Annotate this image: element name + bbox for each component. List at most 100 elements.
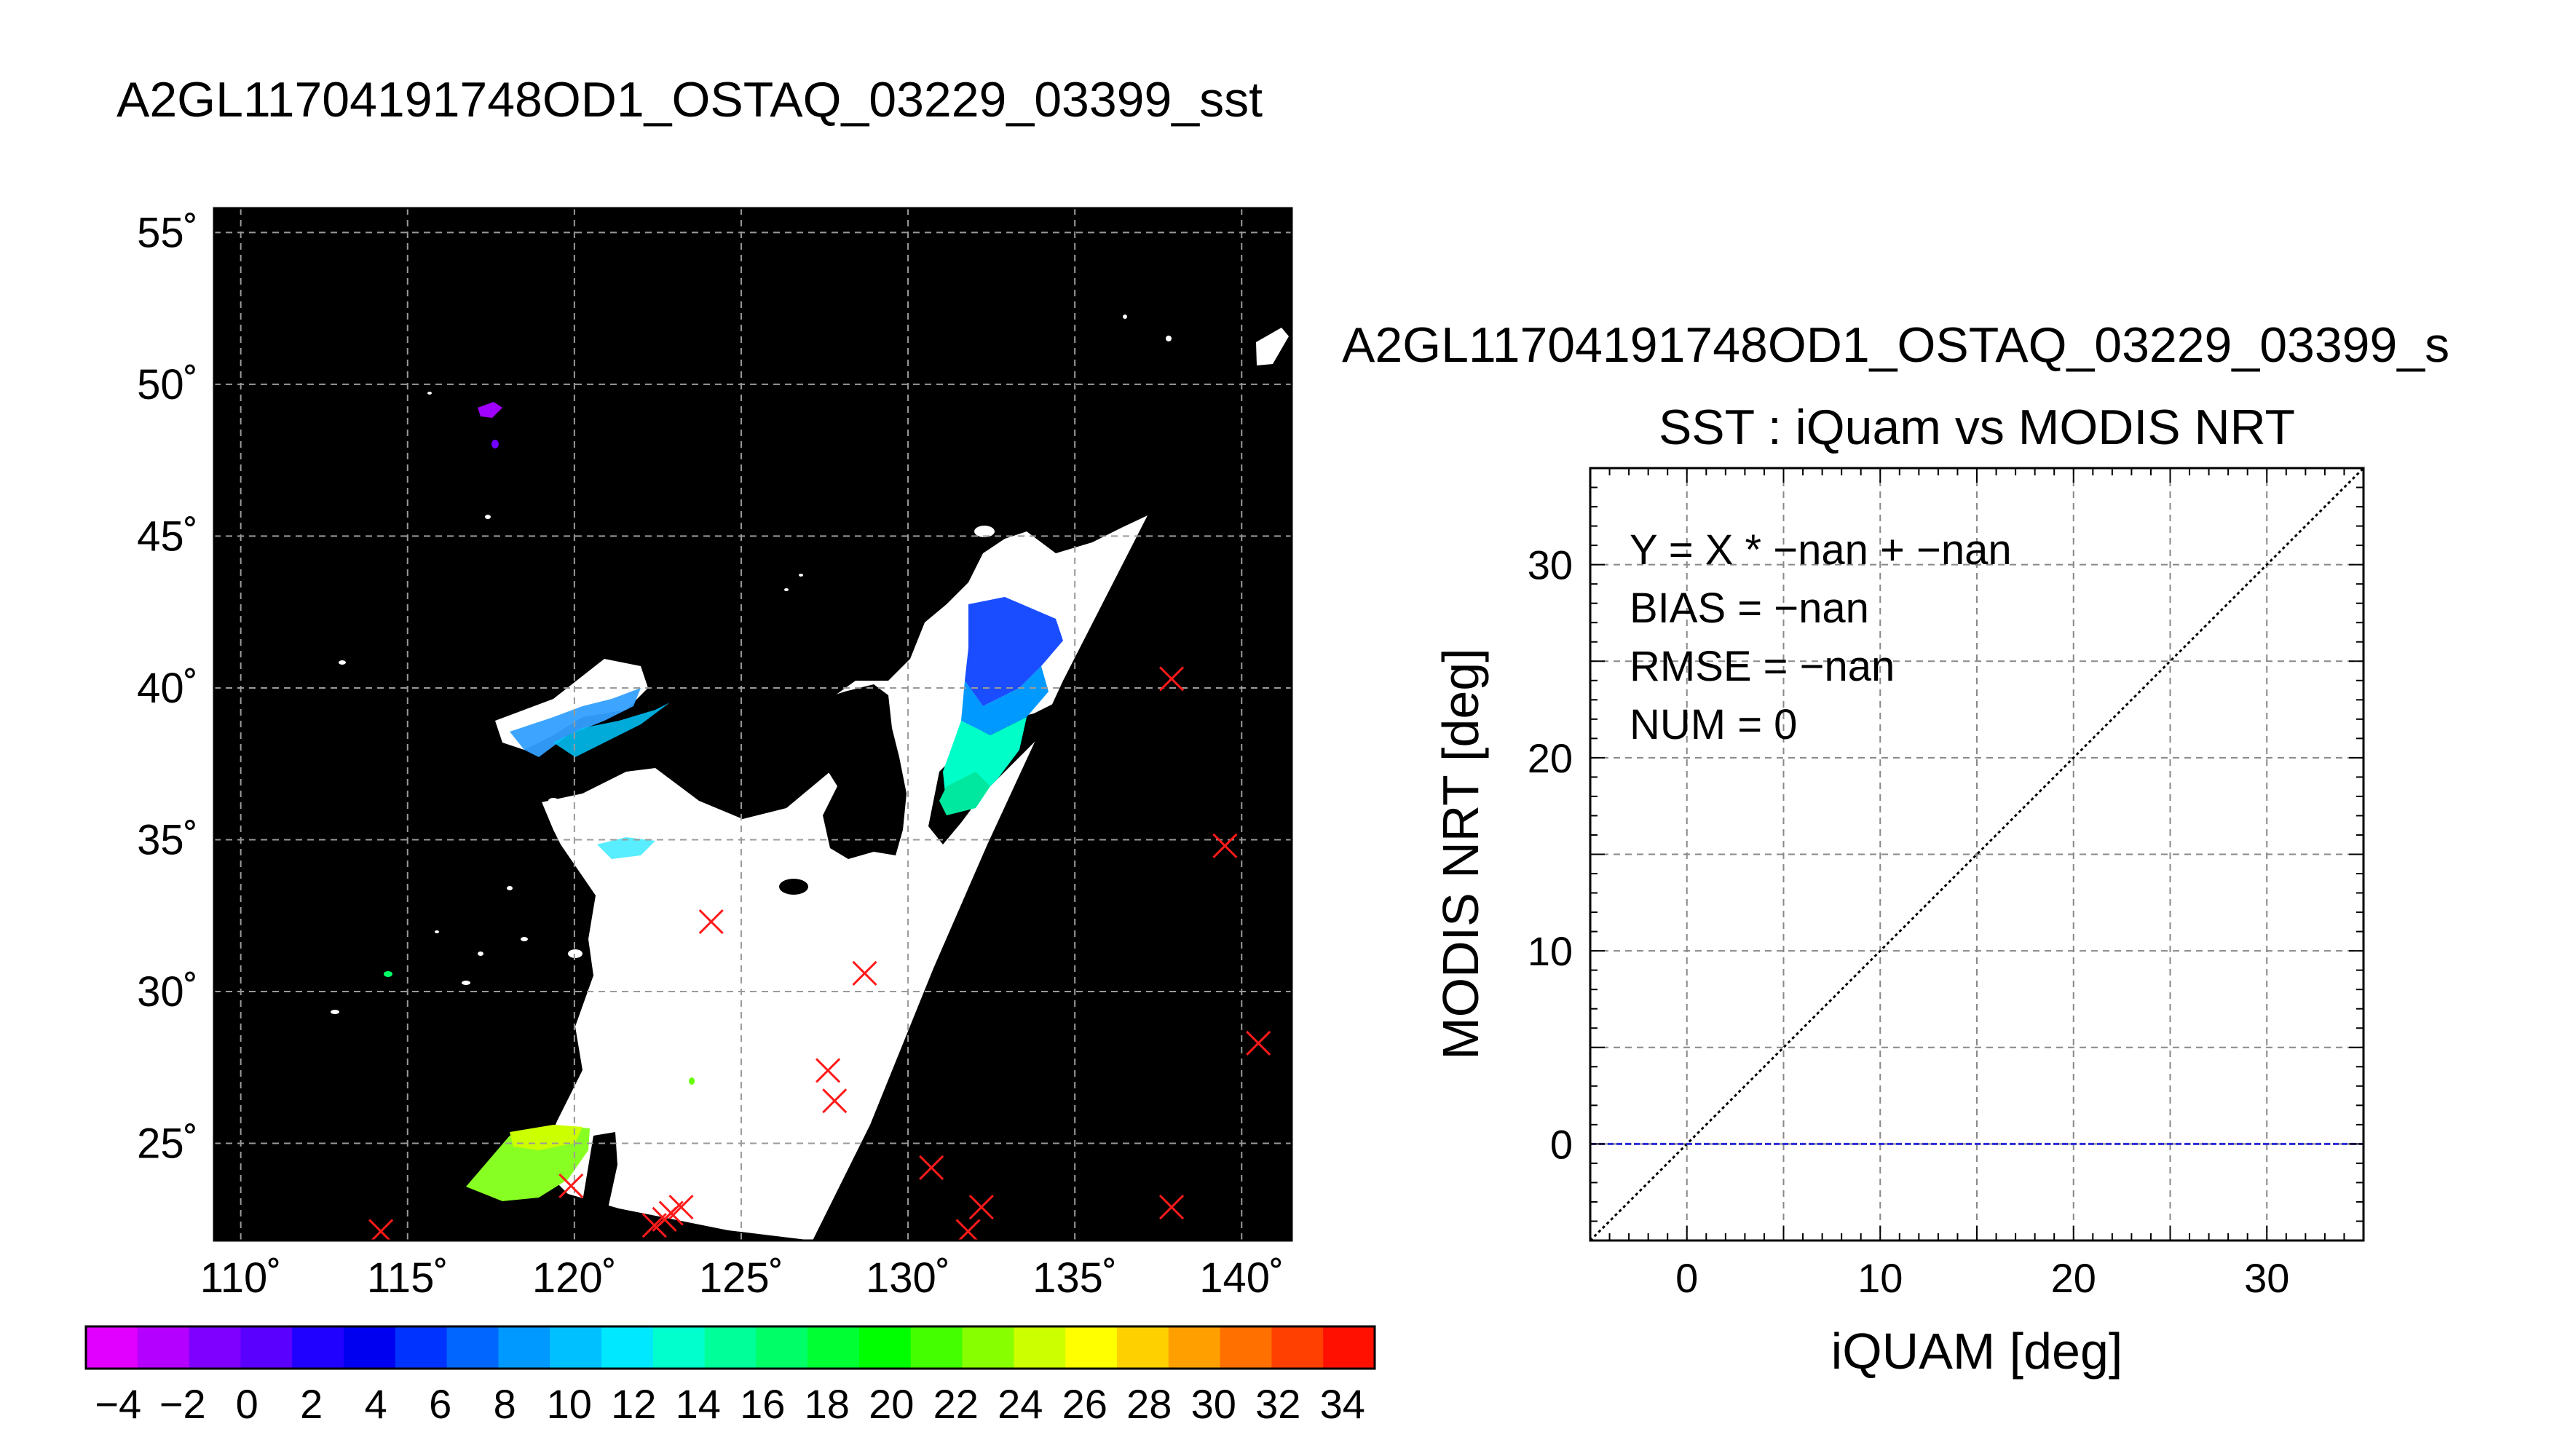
- colorbar-cell: [395, 1326, 448, 1369]
- colorbar-cell: [498, 1326, 550, 1369]
- lat-tick-label: 55˚: [137, 209, 198, 256]
- map-panel: 110˚ 115˚ 120˚ 125˚ 130˚ 135˚ 140˚ 25˚ 30˚ 35˚ 40…: [137, 207, 1293, 1302]
- colorbar-cell: [550, 1326, 602, 1369]
- lon-tick-label: 135˚: [1032, 1254, 1117, 1302]
- colorbar-cell: [704, 1326, 757, 1369]
- colorbar-tick-label: 28: [1126, 1381, 1172, 1427]
- colorbar-cell: [292, 1326, 344, 1369]
- colorbar-cell: [859, 1326, 912, 1369]
- x-axis-label: iQUAM [deg]: [1831, 1323, 2123, 1380]
- colorbar-tick-label: 18: [805, 1381, 850, 1427]
- lon-tick-label: 115˚: [367, 1254, 449, 1302]
- y-tick-label: 10: [1528, 928, 1573, 974]
- buoy-marker: [368, 1219, 394, 1241]
- buoy-marker-stroke: [1246, 1030, 1271, 1056]
- colorbar-tick-label: 24: [998, 1381, 1043, 1427]
- stats-annotation: RMSE = −nan: [1630, 643, 1895, 690]
- colorbar-tick-label: 32: [1255, 1381, 1300, 1427]
- purple-specks: [478, 402, 502, 448]
- colorbar-cell: [1168, 1326, 1221, 1369]
- colorbar-tick-label: 6: [429, 1381, 451, 1427]
- white-specks: [331, 314, 1289, 1014]
- bohai-sst-2: [553, 703, 670, 757]
- scatter-x-tick-labels: 0 10 20 30: [1675, 1255, 2289, 1301]
- scatter-grid: [1590, 468, 2364, 1241]
- buoy-marker-stroke: [816, 1058, 841, 1083]
- colorbar-cell: [652, 1326, 706, 1369]
- buoy-marker: [955, 1219, 981, 1241]
- scatter-header: A2GL11704191748OD1_OSTAQ_03229_03399_s: [1342, 317, 2449, 373]
- map-markers: [368, 666, 1271, 1241]
- colorbar-cell: [1117, 1326, 1169, 1369]
- lon-tick-label: 110˚: [200, 1254, 282, 1302]
- lat-tick-label: 50˚: [137, 361, 198, 408]
- buoy-marker-stroke: [1158, 666, 1185, 692]
- map-x-axis: 110˚ 115˚ 120˚ 125˚ 130˚ 135˚ 140˚: [200, 1254, 1284, 1302]
- colorbar-tick-label: 4: [365, 1381, 387, 1427]
- colorbar-cell: [446, 1326, 499, 1369]
- lon-tick-label: 130˚: [866, 1254, 950, 1302]
- colorbar-tick-label: 0: [236, 1381, 258, 1427]
- buoy-marker: [822, 1088, 848, 1114]
- colorbar-cell: [601, 1326, 654, 1369]
- buoy-marker-stroke: [1158, 1195, 1185, 1220]
- map-title: A2GL11704191748OD1_OSTAQ_03229_03399_sst: [117, 72, 1263, 127]
- colorbar-tick-label: 8: [494, 1381, 516, 1427]
- colorbar-tick-label: 2: [300, 1381, 323, 1427]
- buoy-marker-stroke: [558, 1173, 584, 1198]
- y-tick-label: 0: [1550, 1121, 1573, 1167]
- x-tick-label: 0: [1675, 1255, 1698, 1301]
- colorbar-cell: [1323, 1326, 1375, 1369]
- colorbar-cells: [86, 1326, 1375, 1369]
- eastsea-sst-cyan: [961, 666, 1049, 735]
- green-speck-2: [689, 1077, 695, 1085]
- buoy-marker: [852, 960, 877, 986]
- buoy-marker: [698, 909, 724, 935]
- x-tick-label: 20: [2051, 1255, 2096, 1301]
- buoy-marker-stroke: [968, 1195, 994, 1220]
- one-to-one-line: [1590, 468, 2364, 1241]
- buoy-marker-stroke: [822, 1088, 848, 1114]
- scatter-y-tick-labels: 0 10 20 30: [1528, 542, 1573, 1168]
- colorbar-cell: [962, 1326, 1014, 1369]
- buoy-marker-stroke: [370, 1219, 394, 1241]
- yellowsea-sst: [597, 837, 655, 859]
- map-frame: [213, 207, 1293, 1242]
- buoy-marker-stroke: [668, 1195, 694, 1220]
- eastsea-sst-teal: [939, 772, 990, 815]
- colorbar: −4 −2 0 2 4 6 8 10 12 14 16 18 20 22 24 26 28 30 32 34: [84, 1325, 1376, 1427]
- colorbar-tick-label: 12: [611, 1381, 656, 1427]
- lat-tick-label: 40˚: [137, 665, 198, 712]
- y-tick-label: 20: [1528, 735, 1573, 781]
- colorbar-cell: [189, 1326, 241, 1369]
- y-tick-label: 30: [1528, 542, 1573, 588]
- lat-tick-label: 25˚: [137, 1120, 198, 1168]
- colorbar-tick-label: 22: [933, 1381, 979, 1427]
- colorbar-tick-label: 26: [1062, 1381, 1107, 1427]
- buoy-marker: [668, 1195, 694, 1220]
- colorbar-cell: [1271, 1326, 1324, 1369]
- map-y-axis: 25˚ 30˚ 35˚ 40˚ 45˚ 50˚ 55˚: [137, 209, 198, 1167]
- colorbar-cell: [344, 1326, 396, 1369]
- lat-tick-label: 30˚: [137, 968, 198, 1016]
- green-speck: [384, 971, 392, 977]
- buoy-marker: [919, 1155, 944, 1180]
- x-tick-label: 10: [1857, 1255, 1903, 1301]
- colorbar-labels: −4 −2 0 2 4 6 8 10 12 14 16 18 20 22 24 26 28 30 32 34: [95, 1381, 1365, 1427]
- scatter-panel: 0 10 20 30 0 10 20 30 Y = X * −nan + −nan BIAS …: [1432, 467, 2365, 1380]
- colorbar-cell: [86, 1326, 138, 1369]
- colorbar-tick-label: 20: [869, 1381, 914, 1427]
- scatter-lines: [1590, 468, 2364, 1241]
- taiwan: [583, 1132, 617, 1230]
- colorbar-tick-label: 14: [676, 1381, 721, 1427]
- colorbar-tick-label: −4: [95, 1381, 141, 1427]
- buoy-marker: [558, 1173, 584, 1198]
- scatter-ticks: [1590, 467, 2364, 1241]
- colorbar-cell: [1065, 1326, 1118, 1369]
- buoy-marker-stroke: [852, 960, 877, 986]
- buoy-marker-stroke: [698, 909, 724, 935]
- jeju-island: [779, 879, 808, 895]
- buoy-marker: [1158, 1195, 1185, 1220]
- buoy-marker: [1158, 666, 1185, 692]
